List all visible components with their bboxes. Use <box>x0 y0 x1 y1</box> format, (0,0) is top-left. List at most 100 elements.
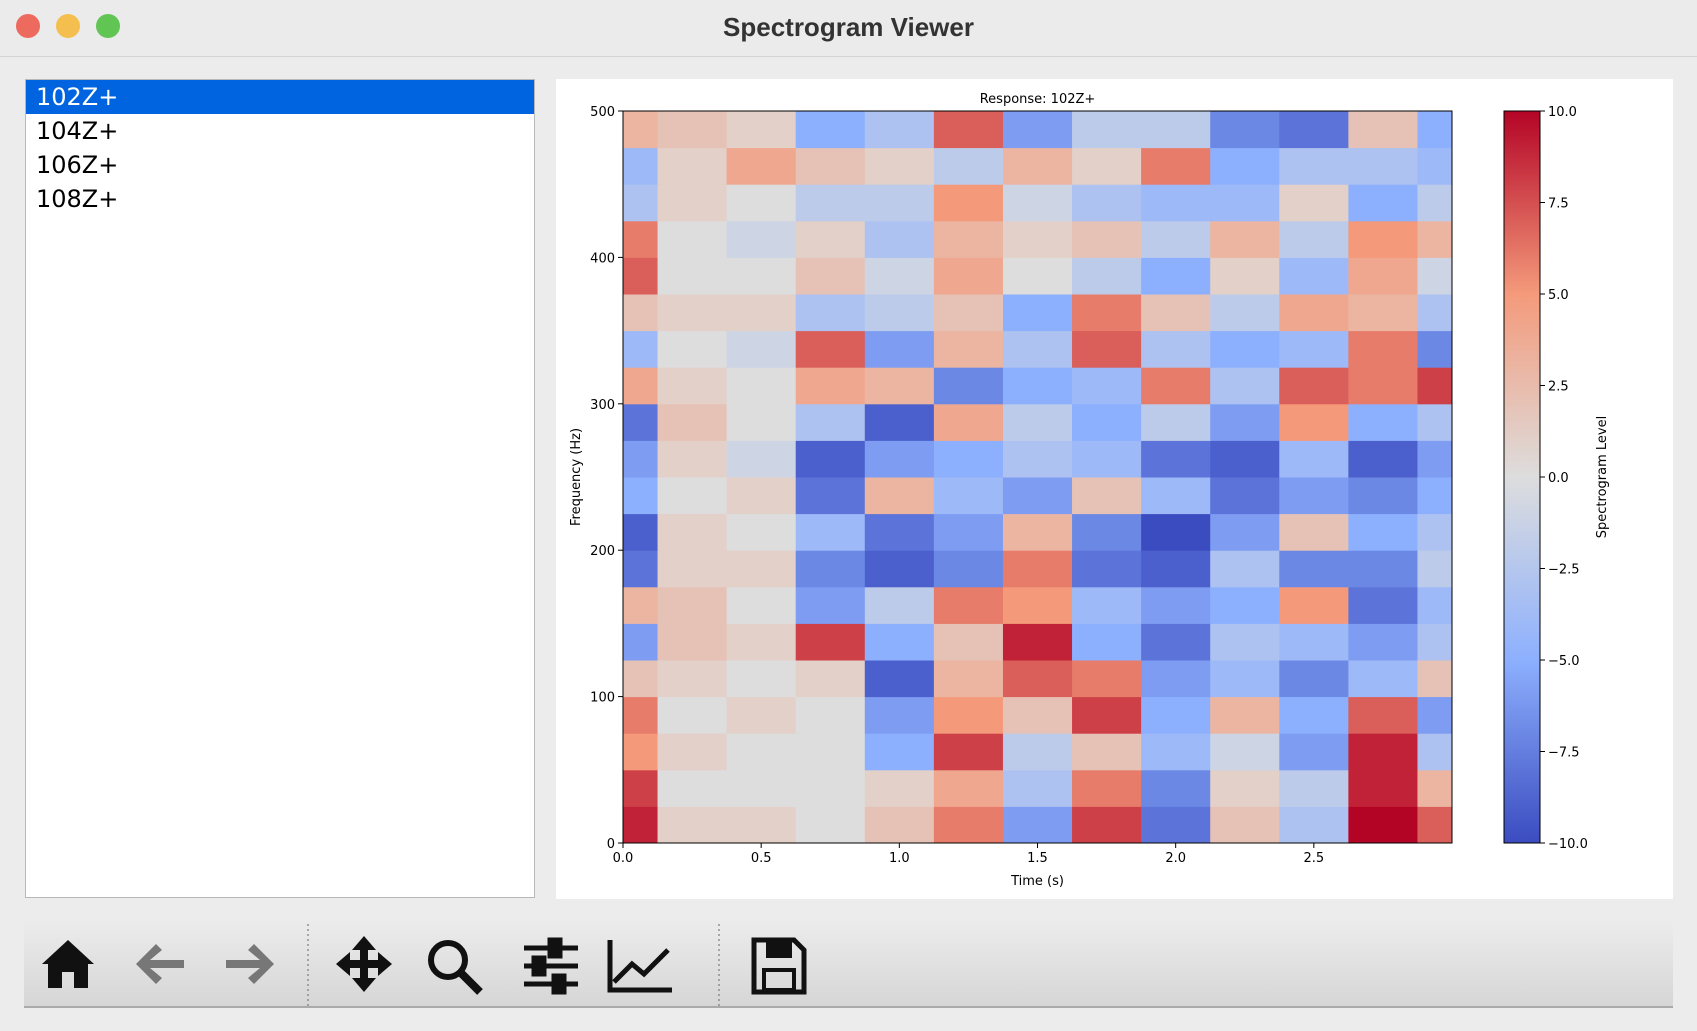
heatmap-cell <box>1210 586 1280 624</box>
heatmap-cell <box>795 623 866 661</box>
heatmap-cell <box>657 367 728 405</box>
heatmap-cell <box>1417 111 1453 149</box>
heatmap-cell <box>1002 403 1073 441</box>
heatmap-cell <box>1210 367 1280 405</box>
heatmap-cell <box>1279 403 1349 441</box>
heatmap-cell <box>726 440 797 478</box>
heatmap-cell <box>1417 733 1453 771</box>
list-item[interactable]: 102Z+ <box>26 80 534 114</box>
forward-button[interactable] <box>226 944 274 984</box>
heatmap-cell <box>623 623 659 661</box>
y-tick-label: 300 <box>590 398 615 413</box>
heatmap-cell <box>726 330 797 368</box>
heatmap-cell <box>933 623 1004 661</box>
edit-axis-button[interactable] <box>607 940 672 993</box>
heatmap-cell <box>1002 586 1073 624</box>
heatmap-cell <box>1002 733 1073 771</box>
heatmap-cell <box>1210 513 1280 551</box>
pan-button[interactable] <box>336 936 392 992</box>
heatmap-cell <box>726 623 797 661</box>
y-axis-label: Frequency (Hz) <box>569 428 584 526</box>
heatmap-cell <box>657 294 728 332</box>
x-tick-label: 2.5 <box>1303 851 1324 866</box>
heatmap-cell <box>1348 696 1418 734</box>
heatmap-cell <box>1210 220 1280 258</box>
zoom-button[interactable] <box>428 940 483 995</box>
colorbar-tick-label: 5.0 <box>1548 288 1569 303</box>
heatmap-cell <box>1348 586 1418 624</box>
x-axis-label: Time (s) <box>1010 874 1064 889</box>
heatmap-cell <box>1072 294 1142 332</box>
heatmap-cell <box>1072 403 1142 441</box>
heatmap-cell <box>623 440 659 478</box>
heatmap-cell <box>1279 111 1349 149</box>
heatmap-cell <box>1279 184 1349 222</box>
heatmap-cell <box>1002 330 1073 368</box>
heatmap-cell <box>1141 220 1211 258</box>
list-item[interactable]: 106Z+ <box>36 151 119 179</box>
heatmap-cell <box>726 403 797 441</box>
heatmap-cell <box>1141 294 1211 332</box>
heatmap-cell <box>623 184 659 222</box>
heatmap-cell <box>1141 367 1211 405</box>
close-button[interactable] <box>16 14 40 38</box>
heatmap-cell <box>1417 623 1453 661</box>
heatmap-cell <box>1210 440 1280 478</box>
heatmap-cell <box>933 403 1004 441</box>
heatmap-cell <box>795 806 866 844</box>
heatmap-cell <box>1210 696 1280 734</box>
heatmap-cell <box>1002 440 1073 478</box>
heatmap-cell <box>864 477 935 515</box>
heatmap-cell <box>933 257 1004 295</box>
heatmap-cell <box>1210 660 1280 698</box>
heatmap-cell <box>864 257 935 295</box>
home-button[interactable] <box>42 940 94 988</box>
heatmap-cell <box>933 513 1004 551</box>
list-item[interactable]: 104Z+ <box>36 117 119 145</box>
heatmap-cell <box>623 733 659 771</box>
heatmap-cell <box>1417 550 1453 588</box>
x-tick-label: 2.0 <box>1165 851 1186 866</box>
minimize-button[interactable] <box>56 14 80 38</box>
heatmap-cell <box>726 660 797 698</box>
heatmap-cell <box>1279 513 1349 551</box>
heatmap-cell <box>933 696 1004 734</box>
heatmap-cell <box>1002 550 1073 588</box>
heatmap-cell <box>1210 294 1280 332</box>
heatmap-cell <box>1417 220 1453 258</box>
heatmap-cell <box>1279 586 1349 624</box>
heatmap-cell <box>933 806 1004 844</box>
heatmap-cell <box>726 513 797 551</box>
heatmap-cell <box>657 220 728 258</box>
heatmap-cell <box>1348 477 1418 515</box>
heatmap-cell <box>726 294 797 332</box>
heatmap-cell <box>726 220 797 258</box>
heatmap-cell <box>1002 513 1073 551</box>
heatmap-cell <box>795 111 866 149</box>
heatmap-cell <box>1417 440 1453 478</box>
colorbar-tick-label: −10.0 <box>1548 837 1588 852</box>
heatmap-cell <box>1348 733 1418 771</box>
heatmap-cell <box>1072 733 1142 771</box>
heatmap-cell <box>657 769 728 807</box>
heatmap-cell <box>1002 184 1073 222</box>
heatmap-cell <box>1279 330 1349 368</box>
heatmap-cell <box>1348 111 1418 149</box>
x-tick-label: 0.0 <box>613 851 634 866</box>
heatmap-cell <box>1348 367 1418 405</box>
zoom-button[interactable] <box>96 14 120 38</box>
heatmap-cell <box>795 147 866 185</box>
heatmap-cell <box>623 660 659 698</box>
heatmap-cell <box>795 294 866 332</box>
heatmap-cell <box>864 330 935 368</box>
heatmap-cell <box>726 550 797 588</box>
heatmap-cell <box>1141 769 1211 807</box>
configure-button[interactable] <box>524 937 578 995</box>
heatmap-cell <box>726 367 797 405</box>
list-item[interactable]: 108Z+ <box>36 185 119 213</box>
back-button[interactable] <box>136 944 184 984</box>
heatmap-cell <box>1141 586 1211 624</box>
save-button[interactable] <box>751 937 807 995</box>
heatmap-cell <box>1210 111 1280 149</box>
heatmap-cell <box>864 623 935 661</box>
